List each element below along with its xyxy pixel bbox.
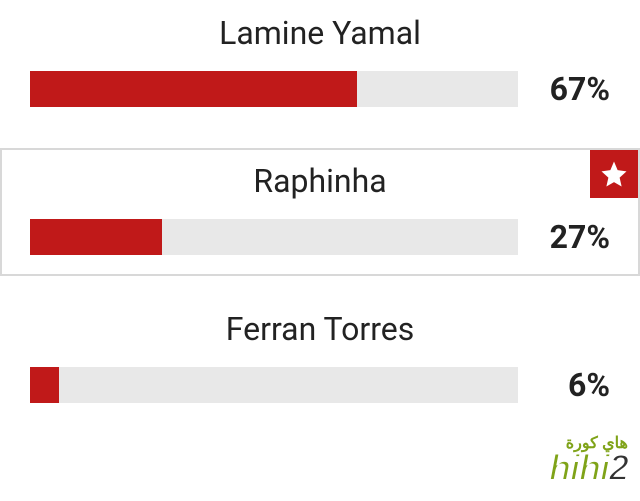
poll-option[interactable]: Ferran Torres 6%	[0, 296, 640, 424]
bar-fill	[30, 367, 59, 403]
bar-row: 6%	[30, 366, 610, 404]
poll-option[interactable]: Lamine Yamal 67%	[0, 0, 640, 128]
bar-track	[30, 367, 518, 403]
bar-track	[30, 71, 518, 107]
star-icon	[590, 150, 638, 198]
poll-option[interactable]: Raphinha 27%	[0, 148, 640, 276]
bar-row: 67%	[30, 70, 610, 108]
site-watermark: هاي كورة hihi2	[549, 433, 628, 489]
bar-track	[30, 219, 518, 255]
poll-results: Lamine Yamal 67% Raphinha 27% Ferran Torres 6…	[0, 0, 640, 424]
bar-fill	[30, 219, 162, 255]
watermark-brand: hihi2	[549, 447, 628, 488]
percent-label: 6%	[538, 366, 610, 404]
percent-label: 67%	[538, 70, 610, 108]
bar-row: 27%	[30, 218, 610, 256]
option-label: Lamine Yamal	[30, 14, 610, 52]
percent-label: 27%	[538, 218, 610, 256]
option-label: Raphinha	[30, 162, 610, 200]
option-label: Ferran Torres	[30, 310, 610, 348]
bar-fill	[30, 71, 357, 107]
